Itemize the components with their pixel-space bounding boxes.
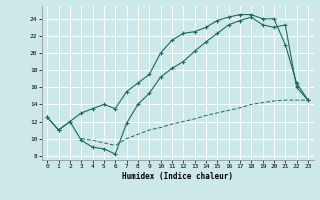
X-axis label: Humidex (Indice chaleur): Humidex (Indice chaleur) [122, 172, 233, 181]
